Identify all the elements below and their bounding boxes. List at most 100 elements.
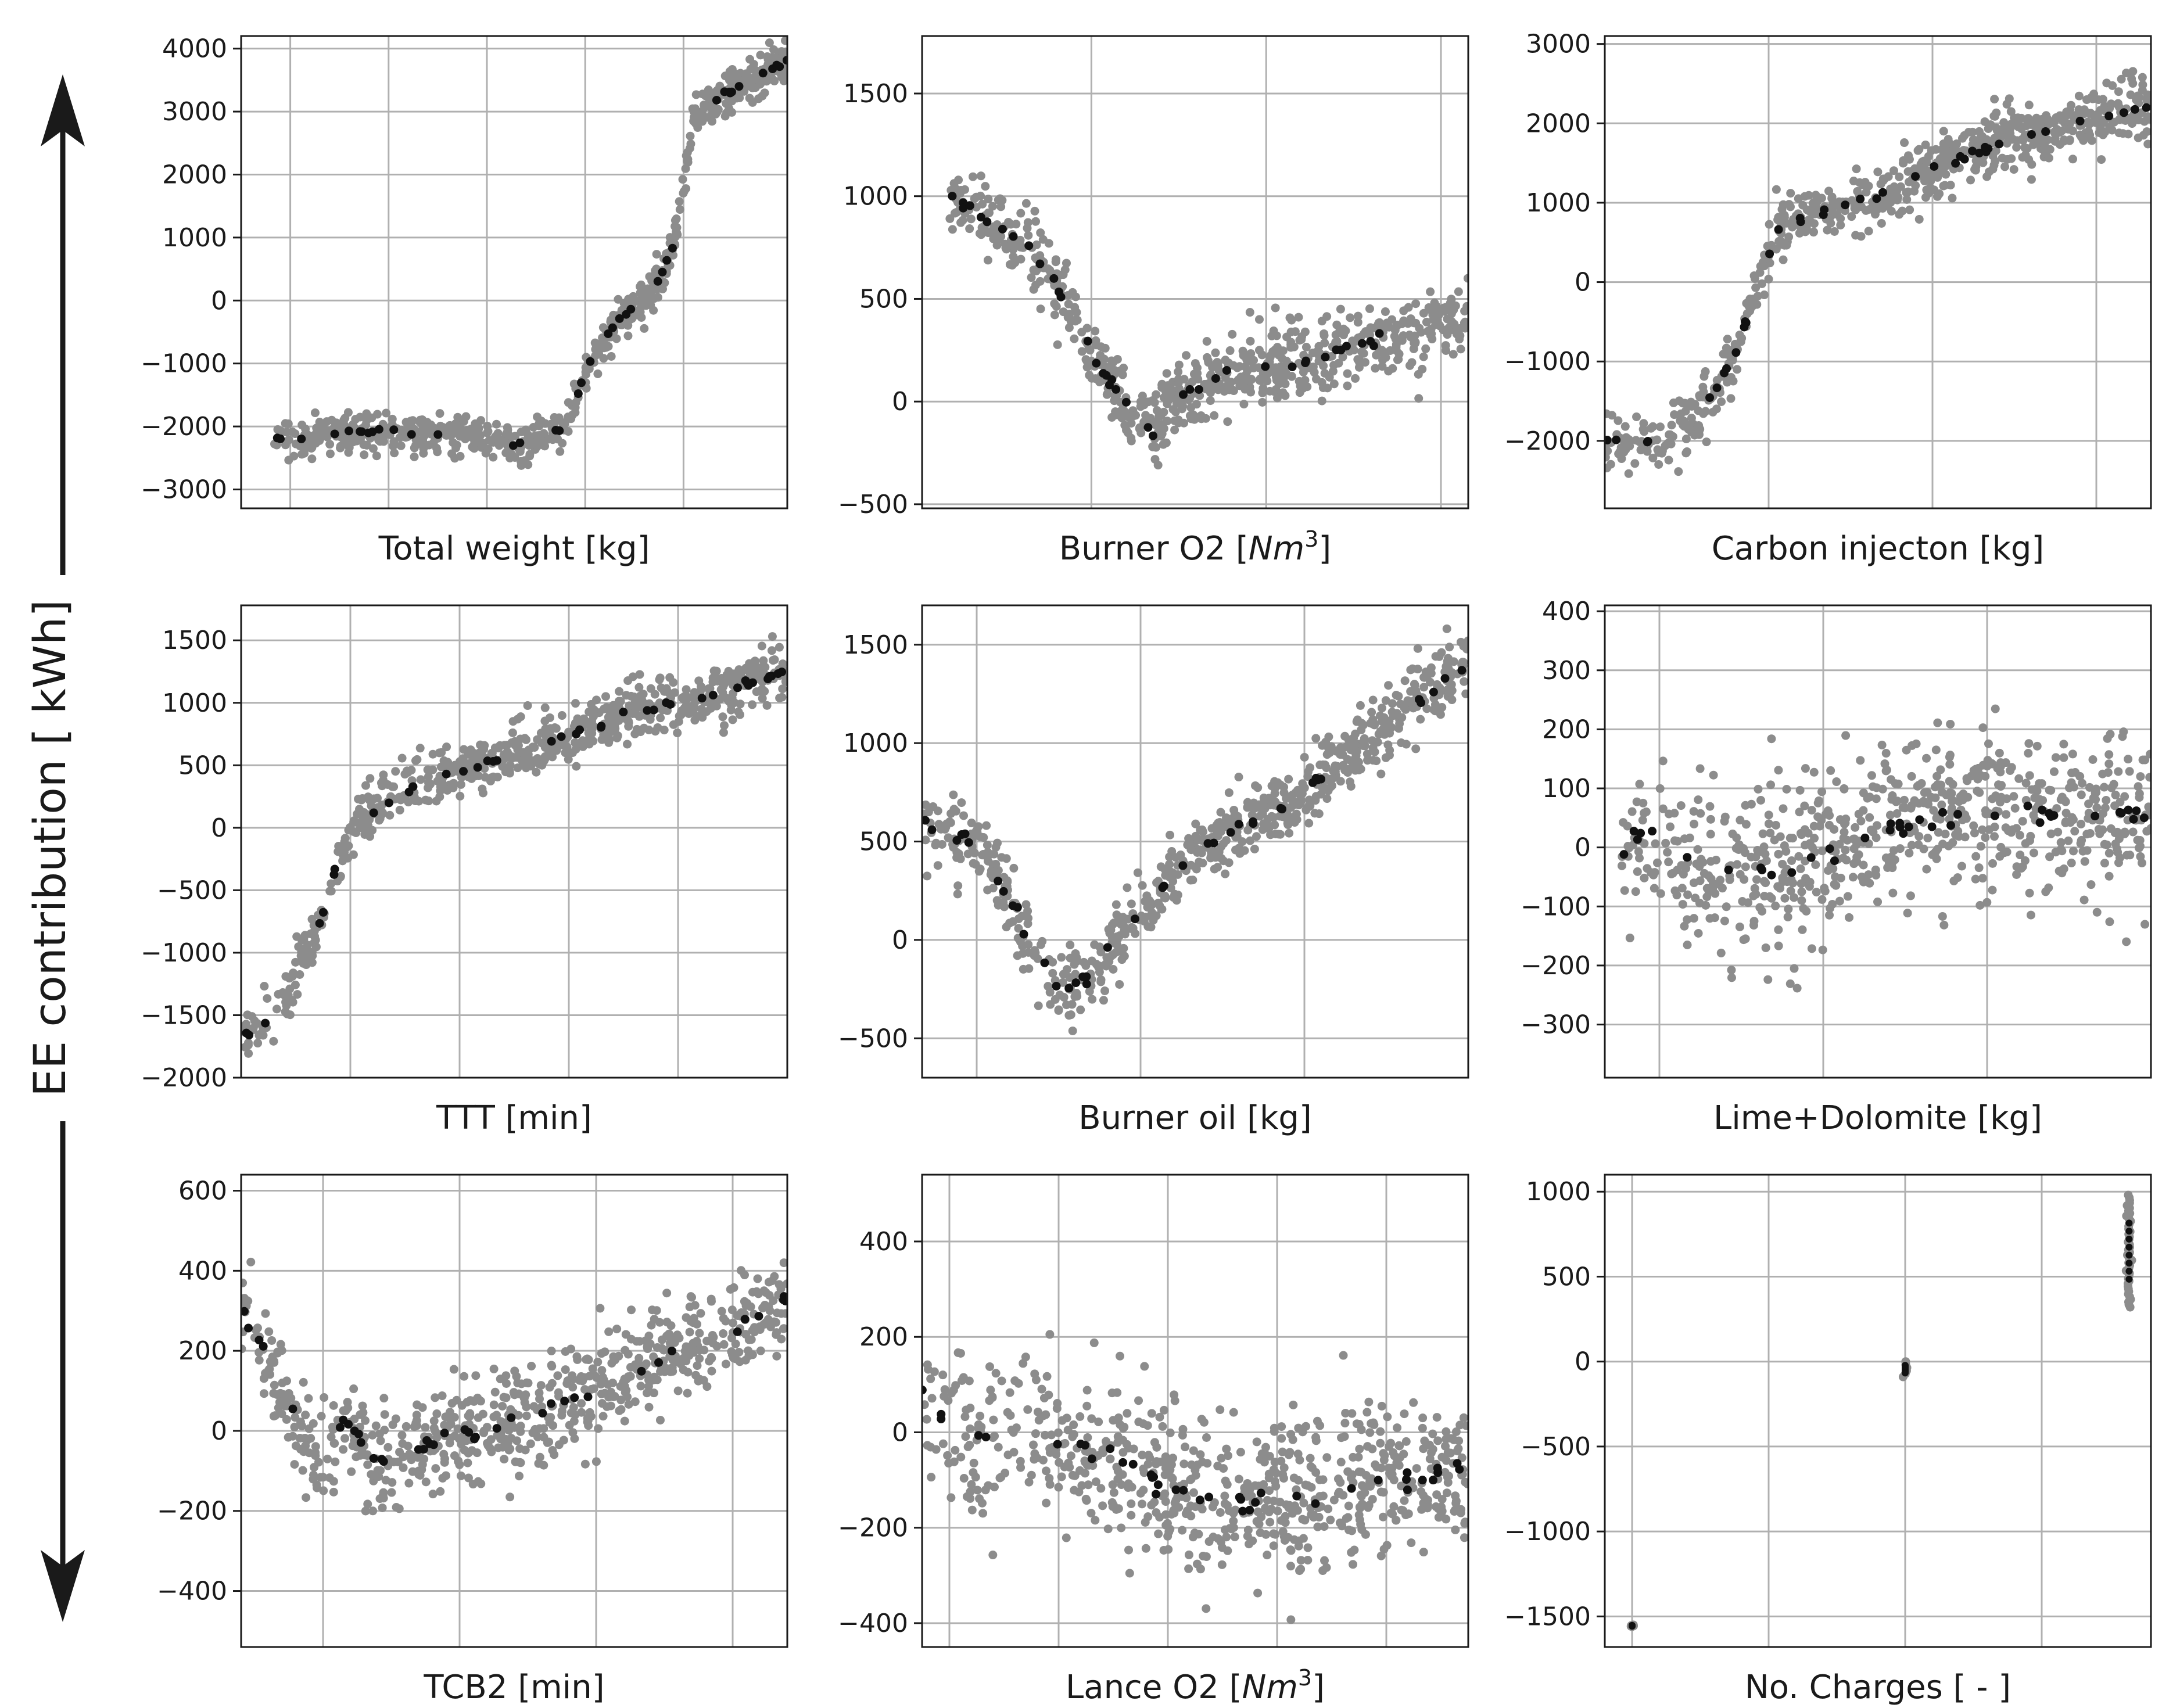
data-point <box>1029 285 1038 294</box>
data-point <box>1914 832 1924 841</box>
data-point <box>1345 777 1354 787</box>
data-point <box>1809 767 1819 777</box>
data-point <box>623 331 633 340</box>
data-point <box>2018 817 2027 826</box>
data-point <box>2032 113 2041 123</box>
data-point <box>382 408 391 418</box>
data-point <box>1928 171 1938 181</box>
data-point <box>1849 177 1858 186</box>
data-point <box>1229 386 1238 396</box>
data-point <box>1849 844 1859 853</box>
data-point <box>1620 886 1629 895</box>
mean-point <box>773 669 783 679</box>
data-point <box>1761 943 1770 952</box>
data-point <box>992 870 1002 880</box>
data-point <box>481 773 490 782</box>
data-point <box>1830 880 1839 889</box>
mean-point <box>1605 436 1612 445</box>
data-point <box>291 957 300 967</box>
data-point <box>1984 825 1993 834</box>
data-point <box>421 1477 431 1487</box>
data-point <box>1877 218 1886 228</box>
data-point <box>1246 836 1255 845</box>
data-point <box>1072 953 1081 962</box>
data-point <box>500 763 509 772</box>
data-point <box>1163 397 1173 406</box>
mean-point <box>1946 821 1956 830</box>
data-point <box>1356 701 1365 710</box>
data-point <box>573 714 582 723</box>
mean-point <box>2075 116 2085 125</box>
data-point <box>1052 302 1061 311</box>
scatter-points <box>270 36 787 470</box>
data-point <box>1433 304 1442 314</box>
data-point <box>1447 695 1457 705</box>
mean-point <box>1825 844 1834 853</box>
data-point <box>1934 828 1943 837</box>
data-point <box>2026 910 2035 920</box>
data-point <box>291 980 300 989</box>
data-point <box>1656 889 1665 898</box>
y-tick-label: −2000 <box>1504 426 1591 456</box>
data-point <box>1638 798 1648 808</box>
data-point <box>1246 336 1255 346</box>
data-point <box>306 1434 315 1443</box>
data-point <box>1240 385 1250 394</box>
data-point <box>695 1329 704 1338</box>
data-point <box>2006 124 2015 133</box>
data-point <box>1764 819 1773 828</box>
data-point <box>1192 400 1201 409</box>
data-point <box>2061 797 2070 806</box>
data-point <box>1462 302 1468 311</box>
x-axis-label: Lime+Dolomite [kg] <box>1713 1099 2042 1137</box>
mean-point <box>1953 810 1963 819</box>
data-point <box>673 729 682 738</box>
data-point <box>2068 155 2078 164</box>
data-point <box>241 1344 246 1354</box>
data-point <box>671 216 680 225</box>
data-point <box>734 1348 744 1357</box>
data-point <box>1981 833 1990 842</box>
data-point <box>1456 345 1465 354</box>
mean-point <box>577 378 586 387</box>
data-point <box>1859 860 1868 870</box>
data-point <box>1683 940 1692 949</box>
data-point <box>1761 878 1770 888</box>
data-point <box>591 1372 600 1381</box>
mean-point <box>1636 828 1645 838</box>
data-point <box>1081 961 1091 970</box>
data-point <box>1706 874 1716 884</box>
data-point <box>1229 361 1238 370</box>
data-point <box>1652 858 1662 867</box>
data-point <box>1021 900 1031 909</box>
data-point <box>682 184 691 193</box>
data-point <box>1109 918 1118 928</box>
data-point <box>2071 767 2080 777</box>
data-point <box>1871 833 1881 842</box>
data-point <box>1123 883 1132 892</box>
data-point <box>2068 749 2077 759</box>
data-point <box>1830 825 1839 834</box>
mean-point <box>1008 901 1017 910</box>
data-point <box>2105 917 2114 927</box>
data-point <box>1054 1005 1063 1014</box>
data-point <box>1668 869 1677 878</box>
data-point <box>1300 752 1309 762</box>
data-point <box>1400 703 1409 712</box>
mean-point <box>1121 397 1131 407</box>
data-point <box>1411 687 1420 697</box>
data-point <box>307 948 317 957</box>
data-point <box>489 1364 499 1373</box>
data-point <box>758 684 767 694</box>
data-point <box>2021 839 2030 848</box>
data-point <box>1258 388 1267 397</box>
data-point <box>571 699 580 708</box>
data-point <box>1904 177 1913 186</box>
data-point <box>1701 407 1710 416</box>
data-point <box>1826 903 1835 913</box>
data-point <box>568 748 578 758</box>
data-point <box>372 410 382 419</box>
mean-point <box>1765 249 1774 259</box>
data-point <box>1195 857 1204 867</box>
data-point <box>1300 375 1310 385</box>
